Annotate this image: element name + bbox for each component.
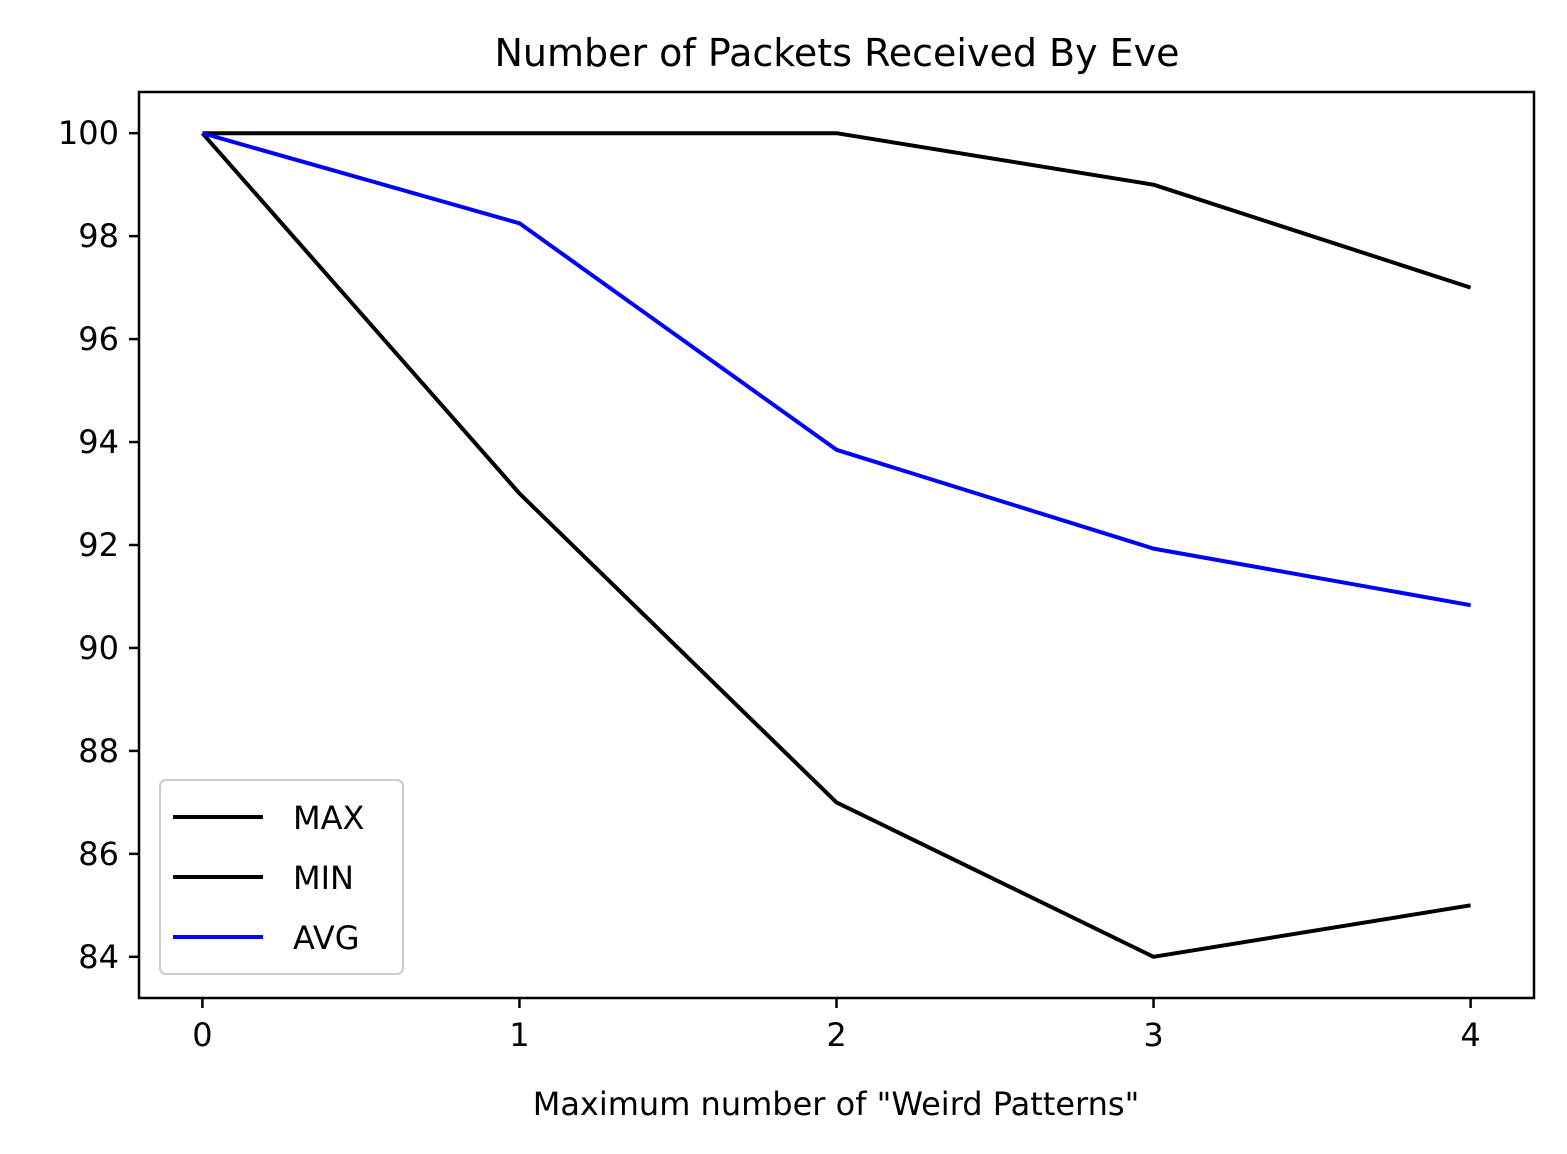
series-line-max	[202, 131, 1472, 290]
chart-title: Number of Packets Received By Eve	[494, 31, 1179, 75]
legend-label-avg: AVG	[293, 919, 360, 957]
x-tick-label: 4	[1460, 1016, 1480, 1054]
y-tick-label: 92	[78, 526, 119, 564]
legend-entries: MAX MIN AVG	[173, 799, 364, 957]
y-tick-label: 100	[58, 114, 119, 152]
x-tick-label: 2	[826, 1016, 846, 1054]
y-tick-label: 96	[78, 320, 119, 358]
legend-box	[159, 779, 404, 975]
x-tick-label: 1	[509, 1016, 529, 1054]
legend: MAX MIN AVG	[159, 779, 404, 975]
y-tick-label: 98	[78, 217, 119, 255]
y-tick-label: 84	[78, 938, 119, 976]
series-line-min	[200, 131, 1471, 959]
x-axis-label: Maximum number of "Weird Patterns"	[533, 1085, 1140, 1123]
x-tick-label: 0	[192, 1016, 212, 1054]
y-axis: 84 86 88 90 92 94 96 98 100	[58, 114, 139, 976]
y-tick-label: 88	[78, 732, 119, 770]
series-layer	[200, 131, 1472, 959]
y-tick-label: 86	[78, 835, 119, 873]
legend-label-min: MIN	[293, 859, 354, 897]
y-tick-label: 90	[78, 629, 119, 667]
series-line-avg	[201, 131, 1471, 608]
legend-label-max: MAX	[293, 799, 364, 837]
y-tick-label: 94	[78, 423, 119, 461]
x-axis: 0 1 2 3 4	[192, 998, 1481, 1054]
x-tick-label: 3	[1143, 1016, 1163, 1054]
